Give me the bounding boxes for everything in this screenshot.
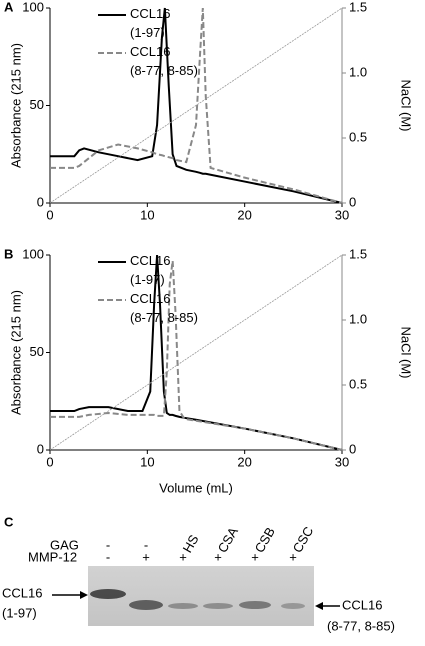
- panel-label: C: [4, 514, 14, 529]
- band: [203, 603, 233, 609]
- y-tick-label: 50: [30, 97, 44, 112]
- band: [129, 600, 163, 610]
- lane-label: +: [179, 549, 187, 564]
- lane-label: -: [144, 537, 148, 552]
- x-tick-label: 20: [237, 454, 251, 469]
- y2-tick-label: 0: [349, 194, 356, 209]
- row-label: GAG: [50, 537, 79, 552]
- x-tick-label: 20: [237, 207, 251, 222]
- legend-label: CCL16 (8-77, 8-85): [130, 44, 198, 78]
- data-line: [50, 260, 343, 451]
- panel-label: A: [4, 0, 14, 14]
- band: [239, 601, 271, 609]
- band: [168, 603, 198, 609]
- y-axis-title: Absorbance (215 nm): [8, 290, 23, 415]
- gel-image: [88, 566, 314, 626]
- lane-label: +: [289, 549, 297, 564]
- y-axis-title: Absorbance (215 nm): [8, 43, 23, 168]
- x-axis-title: Volume (mL): [159, 480, 233, 495]
- band: [90, 589, 126, 599]
- lane-label: -: [106, 549, 110, 564]
- y2-tick-label: 1.0: [349, 311, 367, 326]
- y-tick-label: 0: [37, 441, 44, 456]
- lane-label: +: [214, 549, 222, 564]
- y2-tick-label: 0: [349, 441, 356, 456]
- legend-label: CCL16 (1-97): [130, 6, 174, 40]
- data-line: [50, 7, 343, 204]
- y2-axis-title: NaCl (M): [399, 327, 414, 379]
- right-label: (8-77, 8-85): [327, 618, 395, 633]
- y2-tick-label: 1.5: [349, 246, 367, 261]
- lane-label: +: [142, 549, 150, 564]
- data-line: [49, 7, 343, 204]
- x-tick-label: 0: [46, 207, 53, 222]
- lane-label: -: [106, 537, 110, 552]
- right-label: CCL16: [342, 597, 382, 612]
- y2-tick-label: 0.5: [349, 129, 367, 144]
- y2-tick-label: 1.5: [349, 0, 367, 14]
- panel-label: B: [4, 246, 13, 261]
- x-tick-label: 0: [46, 454, 53, 469]
- legend-label: CCL16 (8-77, 8-85): [130, 291, 198, 325]
- y2-tick-label: 0.5: [349, 376, 367, 391]
- y-tick-label: 100: [22, 0, 44, 14]
- x-tick-label: 10: [140, 207, 154, 222]
- left-label: CCL16: [2, 585, 42, 600]
- y-tick-label: 0: [37, 194, 44, 209]
- row-label: MMP-12: [28, 549, 77, 564]
- y-tick-label: 50: [30, 344, 44, 359]
- x-tick-label: 30: [335, 454, 349, 469]
- x-tick-label: 30: [335, 207, 349, 222]
- lane-label: +: [251, 549, 259, 564]
- data-line: [49, 254, 343, 451]
- gel-panel: C GAG MMP-12 CCL16 (1-97) CCL16 (8-77, 8…: [2, 514, 395, 633]
- arrow-head: [315, 602, 323, 610]
- band: [281, 603, 305, 609]
- y2-axis-title: NaCl (M): [399, 80, 414, 132]
- x-tick-label: 10: [140, 454, 154, 469]
- y2-tick-label: 1.0: [349, 64, 367, 79]
- y-tick-label: 100: [22, 246, 44, 261]
- left-label: (1-97): [2, 605, 37, 620]
- arrow-head: [80, 591, 88, 599]
- data-line: [50, 7, 343, 204]
- legend-label: CCL16 (1-97): [130, 253, 174, 287]
